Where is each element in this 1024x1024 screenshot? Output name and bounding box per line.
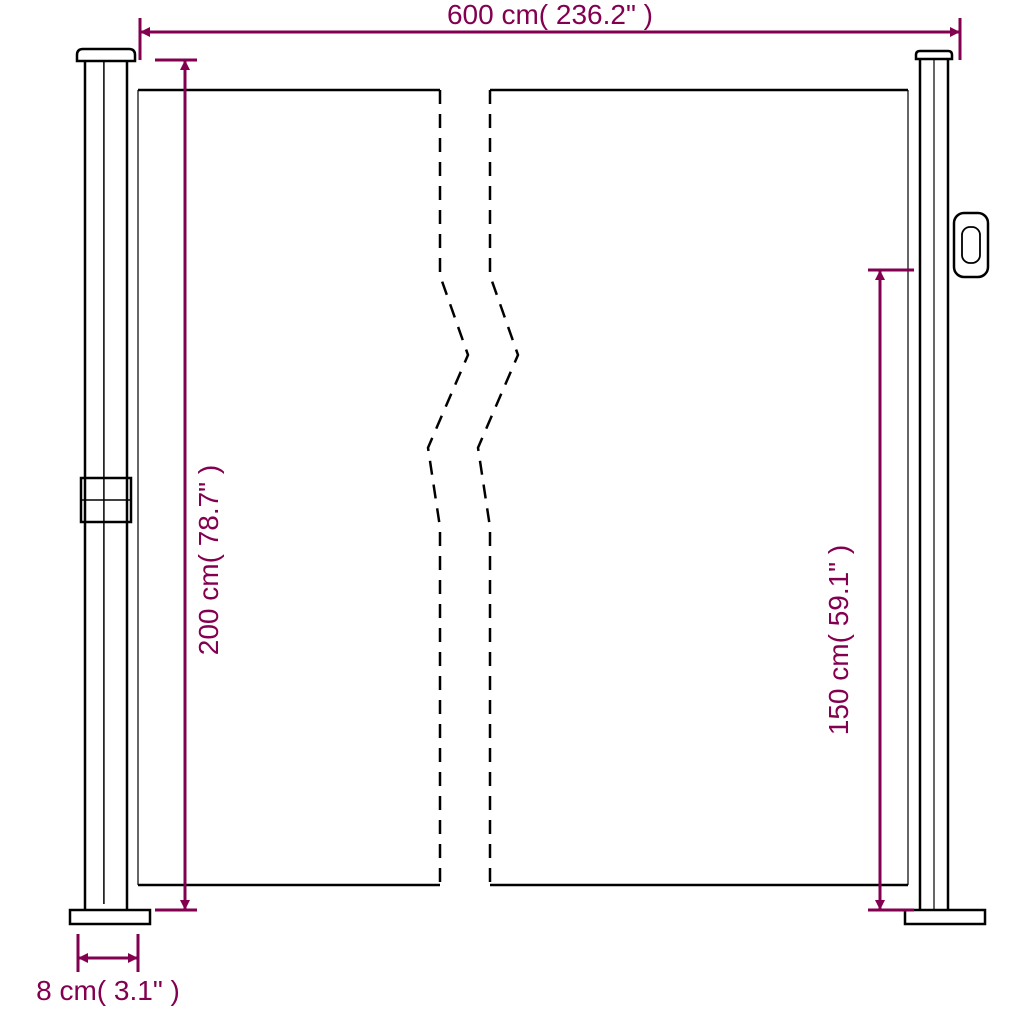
svg-text:8 cm( 3.1" ): 8 cm( 3.1" ) — [36, 975, 180, 1006]
dimension-drawing: 600 cm( 236.2" ) 200 cm( 78.7" ) 150 cm( 5… — [0, 0, 1024, 1024]
svg-text:150 cm( 59.1" ): 150 cm( 59.1" ) — [823, 545, 854, 735]
svg-text:600 cm( 236.2" ): 600 cm( 236.2" ) — [447, 0, 653, 30]
svg-text:200 cm( 78.7" ): 200 cm( 78.7" ) — [193, 465, 224, 655]
handle-icon — [954, 213, 988, 277]
